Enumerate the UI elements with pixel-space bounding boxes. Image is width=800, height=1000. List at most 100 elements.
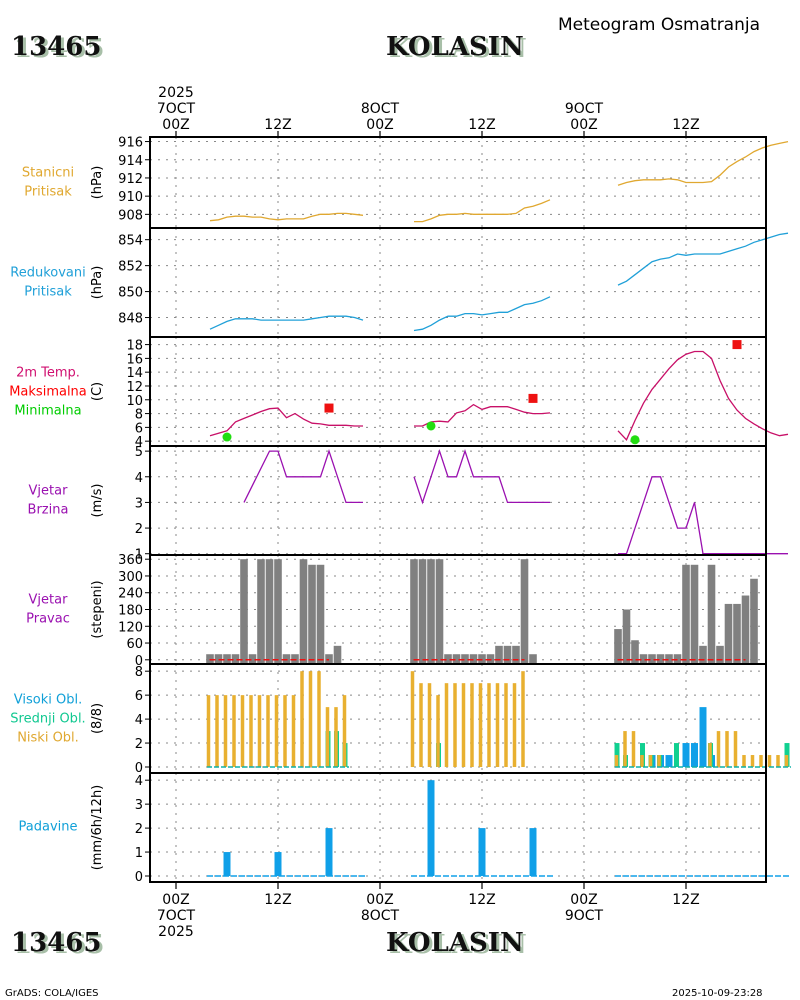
time-label-bottom: 12Z <box>264 892 291 908</box>
wind-direction-bar <box>716 645 724 663</box>
wind-direction-bar <box>444 654 452 663</box>
cloud-bar <box>453 683 457 768</box>
y-tick-label: 360 <box>118 553 143 568</box>
y-tick-label: 912 <box>118 172 143 187</box>
cloud-bar <box>631 731 636 768</box>
y-tick-label: 5 <box>135 445 143 460</box>
wind-direction-bar <box>299 559 308 663</box>
cloud-bar <box>682 743 690 768</box>
min-temp-marker <box>630 435 640 445</box>
cloud-bar <box>461 683 466 768</box>
wind-direction-bar <box>214 654 223 663</box>
wind-direction-bar <box>265 559 274 663</box>
y-tick-label: 10 <box>126 394 143 409</box>
cloud-bar <box>665 755 673 768</box>
cloud-bar <box>776 755 780 768</box>
footer-station-id-shadow: 13465 <box>14 930 104 960</box>
time-label-bottom: 2025 <box>158 924 194 940</box>
subtitle: Meteogram Osmatranja <box>558 15 760 35</box>
cloud-bar <box>725 731 729 768</box>
cloud-bar <box>257 695 262 768</box>
series-line-wind-speed <box>413 449 550 505</box>
precip-bar <box>427 780 435 877</box>
cloud-bar <box>521 671 525 768</box>
max-temp-marker <box>732 340 742 350</box>
min-temp-marker <box>426 421 436 431</box>
cloud-bar <box>342 695 347 768</box>
panel-title: Niski Obl. <box>17 731 79 746</box>
y-tick-label: 14 <box>126 366 143 381</box>
wind-direction-bar <box>410 559 418 663</box>
y-tick-label: 16 <box>126 352 143 367</box>
cloud-bar <box>674 743 679 768</box>
series-line-reduced-pressure <box>209 315 364 330</box>
y-tick-label: 848 <box>118 312 143 327</box>
cloud-bar <box>274 695 279 768</box>
y-tick-label: 12 <box>126 380 143 395</box>
y-tick-label: 908 <box>118 208 143 223</box>
cloud-bar <box>623 731 627 768</box>
cloud-bar <box>325 707 330 768</box>
cloud-bar <box>716 731 721 768</box>
wind-direction-bar <box>639 654 648 663</box>
wind-direction-bar <box>529 654 537 663</box>
footer-station-name-shadow: KOLASIN <box>389 930 527 960</box>
y-tick-label: 910 <box>118 190 143 205</box>
y-tick-label: 60 <box>126 637 143 652</box>
time-label-bottom: 00Z <box>570 892 597 908</box>
time-label-bottom: 9OCT <box>565 908 604 924</box>
wind-direction-bar <box>325 654 333 663</box>
series-line-reduced-pressure <box>413 296 551 332</box>
y-tick-label: 0 <box>135 654 143 669</box>
series-line-temperature <box>617 350 789 441</box>
panel-wind-speed: 1 2 3 4 5 (m/s) Vjetar Brzina <box>28 445 788 563</box>
y-axis-label: (hPa) <box>90 166 105 200</box>
panel-frame <box>149 772 767 883</box>
station-id-shadow: 13465 <box>14 34 104 64</box>
cloud-bar <box>750 755 755 768</box>
wind-direction-bar <box>418 559 427 663</box>
cloud-bar <box>487 683 491 768</box>
wind-direction-bar <box>469 654 478 663</box>
timestamp: 2025-10-09-23:28 <box>672 988 763 999</box>
panel-clouds: 0 2 4 6 8 (8/8) Visoki Obl. Srednji Obl. Niski O… <box>10 663 791 776</box>
panel-title: Visoki Obl. <box>14 693 82 708</box>
wind-direction-bar <box>622 609 631 663</box>
y-tick-label: 916 <box>118 136 143 151</box>
wind-direction-bar <box>682 564 690 663</box>
wind-direction-bar <box>665 654 673 663</box>
panel-title: Stanicni <box>22 166 74 181</box>
panel-title: Minimalna <box>14 404 81 419</box>
wind-direction-bar <box>512 645 520 663</box>
panel-frame <box>149 227 767 338</box>
y-axis-label: (m/s) <box>90 484 105 518</box>
wind-direction-bar <box>478 654 486 663</box>
panel-station-pressure: 908 910 912 914 916 (hPa) Stanicni Pritisak <box>22 136 789 229</box>
y-tick-label: 6 <box>135 421 143 436</box>
wind-direction-bar <box>750 578 758 663</box>
cloud-bar <box>699 707 707 768</box>
time-label-top: 12Z <box>468 117 495 133</box>
panel-title: Vjetar <box>29 484 69 499</box>
y-tick-label: 3 <box>135 496 143 511</box>
panel-frame <box>149 336 767 447</box>
panel-title: Maksimalna <box>9 385 87 400</box>
cloud-bar <box>232 695 236 768</box>
y-axis-label: (mm/6h/12h) <box>90 785 105 871</box>
cloud-bar <box>444 683 449 768</box>
wind-direction-bar <box>223 654 231 663</box>
wind-direction-bar <box>282 654 291 663</box>
wind-direction-bar <box>240 559 248 663</box>
time-label-bottom: 00Z <box>366 892 393 908</box>
y-tick-label: 2 <box>135 737 143 752</box>
cloud-bar <box>648 755 653 768</box>
footer-station-id: 13465 <box>11 928 101 958</box>
precip-bar <box>223 852 231 877</box>
cloud-bar <box>419 683 423 768</box>
cloud-bar <box>759 755 763 768</box>
cloud-bar <box>784 755 789 768</box>
panel-title: Redukovani <box>10 266 85 281</box>
time-label-top: 00Z <box>570 117 597 133</box>
